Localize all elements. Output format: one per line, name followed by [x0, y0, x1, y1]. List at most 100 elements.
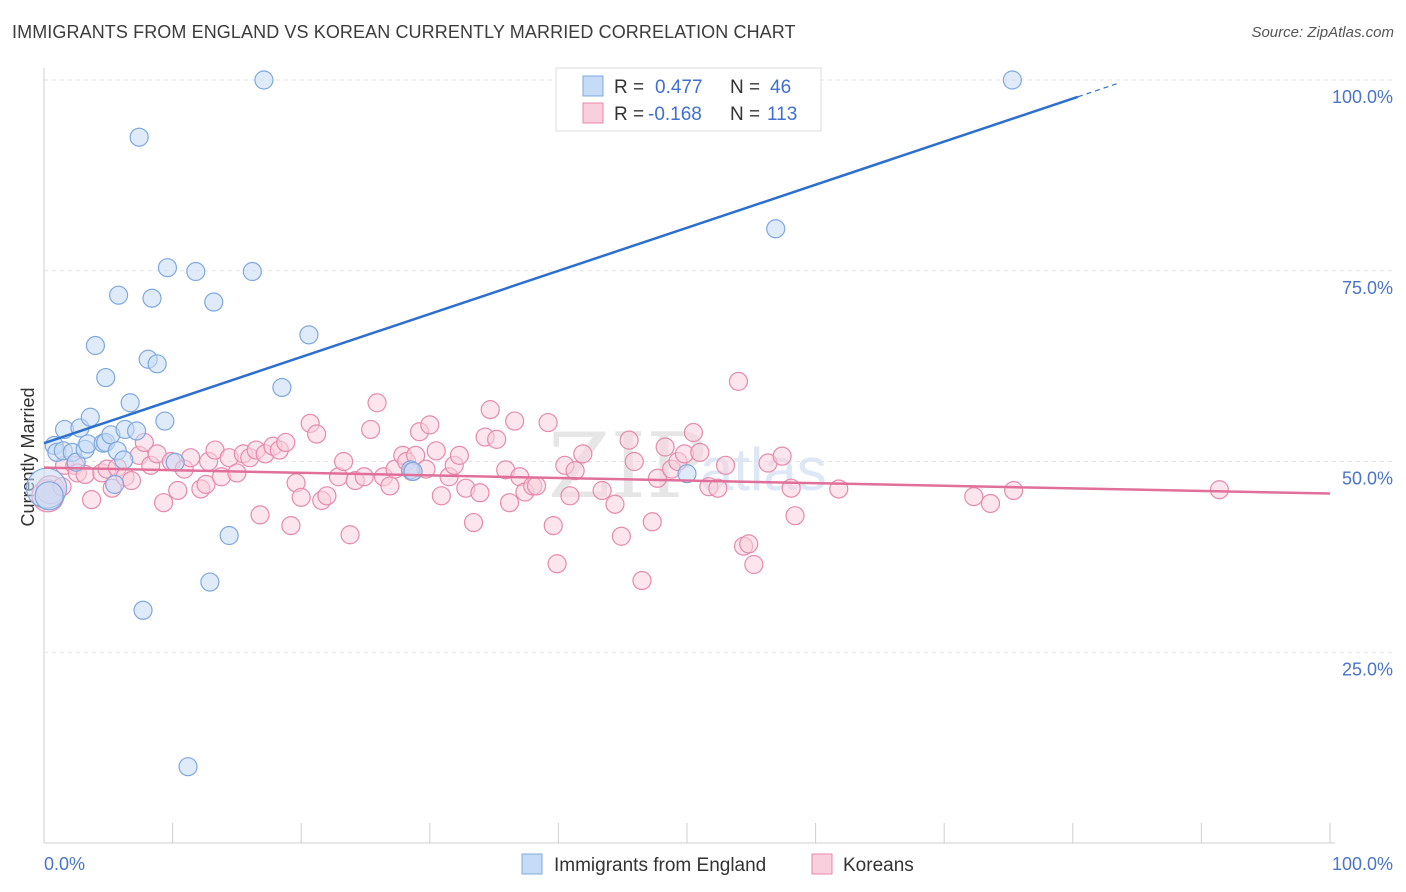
- koreans-point-79: [526, 476, 547, 496]
- england-point-31: [165, 452, 185, 472]
- bottom-legend-swatch-koreans: [811, 853, 833, 875]
- england-point-33: [186, 261, 206, 282]
- bottom-legend: Immigrants from England Koreans: [521, 853, 914, 876]
- england-point-37: [242, 261, 262, 282]
- england-point-23: [126, 421, 147, 441]
- koreans-point-93: [642, 512, 662, 532]
- koreans-point-33: [250, 505, 270, 525]
- y-tick-labels: 25.0% 50.0% 75.0% 100.0%: [1332, 87, 1393, 679]
- y-tick-label-100: 100.0%: [1332, 87, 1393, 107]
- bottom-legend-label-koreans: Koreans: [843, 855, 914, 876]
- koreans-point-107: [744, 554, 764, 575]
- grid-lines: [44, 79, 1393, 653]
- trend-line-koreans: [43, 466, 1331, 495]
- y-tick-label-25: 25.0%: [1342, 659, 1393, 679]
- koreans-point-37: [276, 432, 296, 453]
- england-point-44: [766, 219, 786, 239]
- koreans-point-87: [592, 480, 612, 501]
- koreans-point-24: [196, 474, 216, 494]
- koreans-point-99: [683, 422, 704, 443]
- england-point-38: [254, 70, 274, 90]
- koreans-point-42: [307, 424, 327, 444]
- england-point-40: [299, 325, 319, 345]
- england-point-1: [34, 481, 64, 511]
- koreans-point-116: [1209, 480, 1230, 500]
- bottom-legend-label-england: Immigrants from England: [554, 855, 766, 876]
- koreans-point-47: [340, 525, 360, 545]
- england-point-28: [147, 354, 167, 374]
- trend-lines: [43, 83, 1331, 495]
- chart-title: IMMIGRANTS FROM ENGLAND VS KOREAN CURREN…: [12, 22, 796, 42]
- koreans-point-92: [632, 570, 652, 591]
- koreans-point-71: [480, 400, 500, 420]
- koreans-point-84: [560, 486, 580, 506]
- legend-n-label-koreans: N =: [730, 104, 760, 125]
- koreans-point-103: [715, 455, 736, 475]
- england-point-22: [120, 393, 140, 413]
- koreans-point-88: [605, 494, 625, 514]
- koreans-point-68: [463, 512, 484, 533]
- trend-line-england-extension: [1077, 83, 1117, 98]
- koreans-point-74: [499, 493, 520, 513]
- koreans-point-81: [543, 515, 563, 536]
- england-point-35: [204, 292, 224, 312]
- england-point-27: [142, 288, 162, 308]
- koreans-point-89: [611, 526, 632, 546]
- legend-n-value-england: 46: [770, 77, 791, 98]
- koreans-point-109: [772, 446, 792, 466]
- koreans-point-104: [728, 371, 749, 391]
- koreans-point-111: [785, 506, 805, 526]
- koreans-point-114: [980, 493, 1001, 514]
- koreans-point-85: [565, 461, 585, 481]
- koreans-point-29: [227, 463, 247, 483]
- koreans-point-7: [81, 490, 102, 510]
- koreans-point-18: [153, 493, 174, 513]
- legend-r-value-england: 0.477: [655, 77, 703, 98]
- koreans-point-115: [1004, 480, 1024, 501]
- england-point-43: [677, 464, 697, 484]
- koreans-point-86: [573, 444, 593, 464]
- england-point-42: [403, 461, 423, 482]
- koreans-point-102: [708, 478, 728, 498]
- koreans-point-13: [121, 470, 142, 491]
- england-point-39: [272, 377, 292, 398]
- koreans-point-100: [690, 442, 710, 462]
- koreans-point-80: [538, 412, 558, 433]
- england-point-15: [96, 367, 116, 388]
- koreans-point-53: [380, 476, 400, 496]
- koreans-point-51: [367, 393, 387, 413]
- england-point-45: [1002, 70, 1022, 90]
- x-tick-label-max: 100.0%: [1332, 854, 1393, 874]
- england-point-34: [200, 572, 220, 592]
- koreans-point-82: [547, 554, 567, 574]
- koreans-point-66: [449, 445, 469, 465]
- koreans-point-40: [291, 487, 311, 507]
- england-point-29: [155, 411, 175, 431]
- koreans-point-61: [420, 415, 440, 435]
- y-tick-label-50: 50.0%: [1342, 469, 1393, 489]
- england-point-24: [129, 127, 149, 147]
- koreans-point-69: [470, 483, 490, 503]
- koreans-point-90: [619, 430, 639, 450]
- legend-n-label-england: N =: [730, 77, 760, 98]
- england-point-32: [178, 757, 198, 777]
- legend-swatch-koreans: [582, 102, 604, 124]
- koreans-point-49: [354, 467, 374, 487]
- legend-swatch-england: [582, 75, 604, 97]
- koreans-point-38: [281, 515, 301, 536]
- koreans-point-62: [426, 441, 446, 461]
- axes: [43, 68, 1335, 844]
- england-point-25: [133, 600, 153, 620]
- england-point-20: [114, 450, 134, 470]
- england-point-19: [108, 285, 129, 305]
- koreans-point-94: [647, 468, 668, 488]
- koreans-point-91: [624, 451, 644, 472]
- koreans-point-50: [361, 419, 381, 440]
- koreans-point-44: [317, 486, 337, 506]
- bottom-legend-swatch-england: [521, 853, 543, 875]
- x-tick-label-min: 0.0%: [44, 854, 85, 874]
- source-label: Source: ZipAtlas.com: [1251, 24, 1394, 41]
- koreans-point-75: [505, 411, 525, 431]
- legend: R = 0.477 N = 46 R = -0.168 N = 113: [555, 67, 822, 132]
- england-point-12: [85, 335, 106, 356]
